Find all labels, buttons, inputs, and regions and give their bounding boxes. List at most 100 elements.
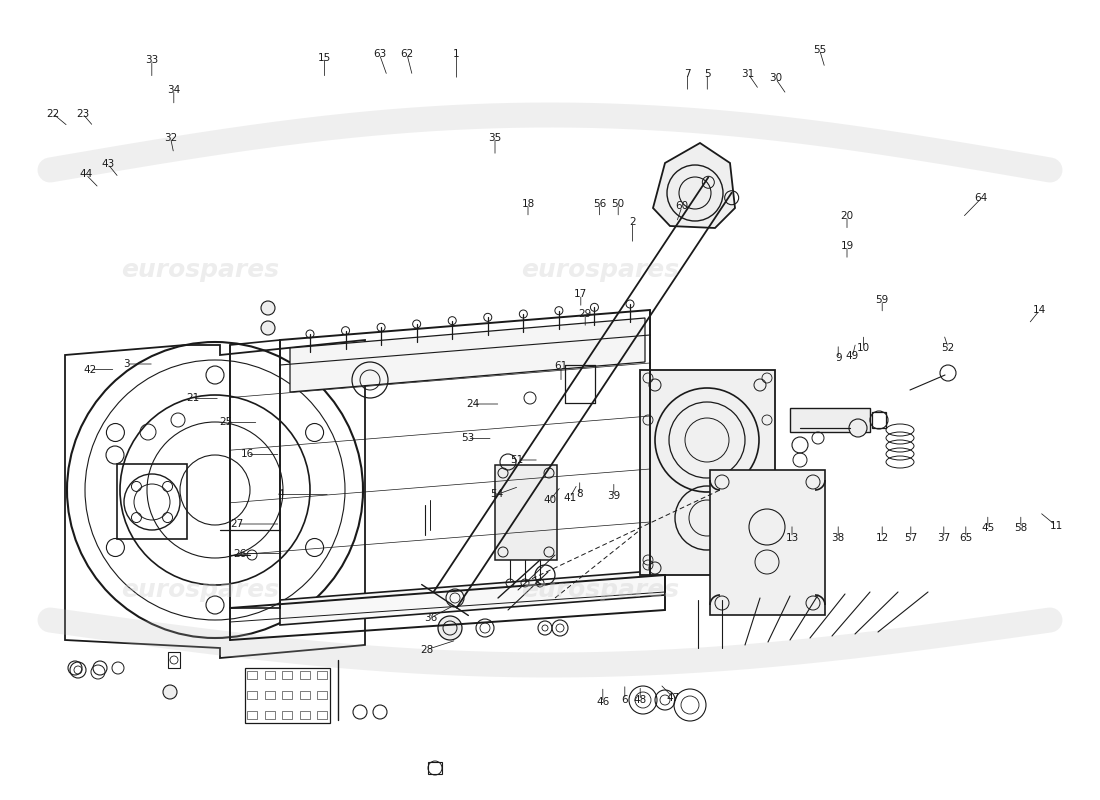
Text: 25: 25 [219,418,232,427]
Text: 40: 40 [543,495,557,505]
Bar [264,671,275,679]
Bar [790,408,870,432]
Text: 57: 57 [904,533,917,542]
Text: 12: 12 [876,533,889,542]
Polygon shape [290,318,645,392]
Bar [299,691,309,699]
Text: 51: 51 [510,455,524,465]
Text: 19: 19 [840,242,854,251]
Text: 14: 14 [1033,306,1046,315]
Circle shape [261,301,275,315]
Text: 54: 54 [491,490,504,499]
Text: 53: 53 [461,434,474,443]
Text: 41: 41 [563,493,576,502]
Bar [317,711,327,719]
Text: 36: 36 [425,613,438,622]
Text: 55: 55 [813,45,826,54]
Text: 59: 59 [876,295,889,305]
Text: 13: 13 [785,533,799,542]
Text: 35: 35 [488,133,502,142]
Text: eurospares: eurospares [121,258,279,282]
Bar [282,671,292,679]
Text: 32: 32 [164,133,177,142]
Text: 22: 22 [46,109,59,118]
Text: 1: 1 [453,50,460,59]
Polygon shape [280,570,666,625]
Circle shape [849,419,867,437]
Text: 7: 7 [684,69,691,78]
Text: 60: 60 [675,202,689,211]
Bar [282,691,292,699]
Bar [495,465,557,560]
Bar [264,711,275,719]
Text: 50: 50 [612,199,625,209]
Bar [299,711,309,719]
Text: 33: 33 [145,55,158,65]
Text: 18: 18 [521,199,535,209]
Bar [117,464,187,539]
Bar [640,370,776,575]
Text: 43: 43 [101,159,114,169]
Text: 52: 52 [942,343,955,353]
Circle shape [438,616,462,640]
Text: 49: 49 [846,351,859,361]
Bar [245,668,330,723]
Text: 17: 17 [574,290,587,299]
Text: 3: 3 [123,359,130,369]
Text: 65: 65 [959,533,972,542]
Text: 15: 15 [318,53,331,62]
Text: 37: 37 [937,533,950,542]
Text: 16: 16 [241,450,254,459]
Text: 38: 38 [832,533,845,542]
Text: 56: 56 [593,199,606,209]
Text: 24: 24 [466,399,480,409]
Bar [428,762,442,774]
Text: 62: 62 [400,50,414,59]
Text: 31: 31 [741,69,755,78]
Text: 10: 10 [857,343,870,353]
Bar [872,412,886,428]
Text: 28: 28 [420,645,433,654]
Text: 42: 42 [84,365,97,374]
Bar [264,691,275,699]
Text: 64: 64 [975,194,988,203]
Text: 48: 48 [634,695,647,705]
Text: 26: 26 [233,549,246,558]
Bar [168,652,180,668]
Text: 63: 63 [373,50,386,59]
Text: 9: 9 [835,354,842,363]
Text: eurospares: eurospares [121,578,279,602]
Text: eurospares: eurospares [521,258,679,282]
Text: 20: 20 [840,211,854,221]
Bar [710,470,825,615]
Text: 11: 11 [1049,521,1063,530]
Text: 30: 30 [769,74,782,83]
Bar [317,671,327,679]
Text: 44: 44 [79,170,92,179]
Text: 61: 61 [554,362,568,371]
Bar [282,711,292,719]
Bar [299,671,309,679]
Text: 23: 23 [76,109,89,118]
Text: 8: 8 [576,490,583,499]
Bar [317,691,327,699]
Circle shape [163,685,177,699]
Text: 39: 39 [607,491,620,501]
Text: 4: 4 [277,490,284,499]
Circle shape [261,321,275,335]
Text: 58: 58 [1014,523,1027,533]
Text: 34: 34 [167,85,180,94]
Text: 2: 2 [629,218,636,227]
Text: 46: 46 [596,698,609,707]
Text: 47: 47 [667,693,680,702]
Polygon shape [653,143,735,228]
Text: 21: 21 [186,394,199,403]
Bar [248,671,257,679]
Text: 6: 6 [621,695,628,705]
Text: 5: 5 [704,69,711,78]
Bar [248,711,257,719]
Text: 45: 45 [981,523,994,533]
Bar [248,691,257,699]
Text: 29: 29 [579,309,592,318]
Text: 27: 27 [230,519,243,529]
